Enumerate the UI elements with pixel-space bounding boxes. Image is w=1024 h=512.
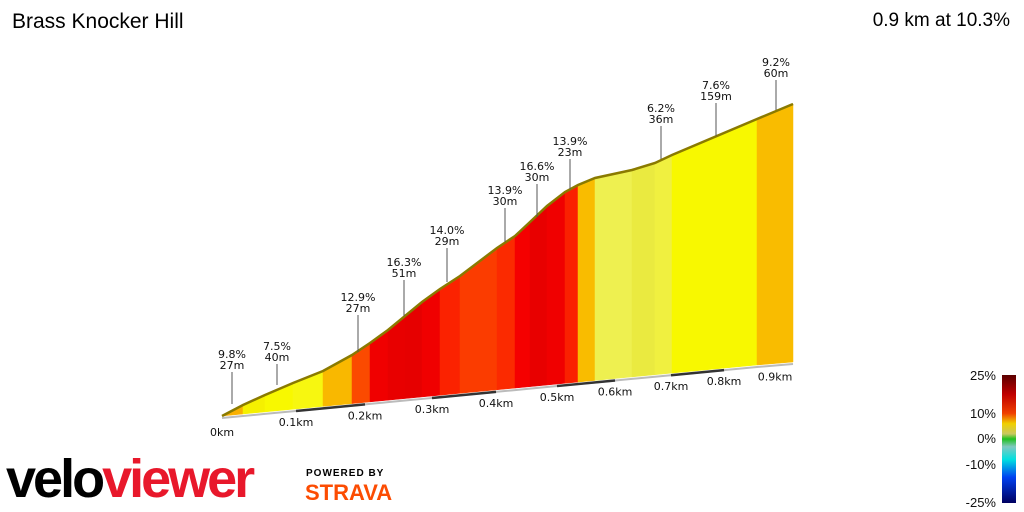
- x-tick-label: 0.2km: [348, 409, 383, 422]
- annotation-length: 36m: [649, 113, 674, 126]
- axis-band: [670, 368, 725, 377]
- annotation-length: 27m: [346, 302, 371, 315]
- x-tick-label: 0.8km: [707, 375, 742, 388]
- x-tick-label: 0.1km: [279, 416, 314, 429]
- annotation-grade: 6.2%: [647, 102, 675, 115]
- profile-segment: [654, 154, 673, 375]
- profile-segment: [439, 275, 461, 396]
- annotation-grade: 16.3%: [387, 256, 422, 269]
- legend-label: 10%: [970, 406, 996, 421]
- x-tick-label: 0.6km: [598, 386, 633, 399]
- profile-segment: [756, 103, 794, 366]
- profile-segment: [404, 301, 423, 399]
- annotation-grade: 7.6%: [702, 79, 730, 92]
- x-tick-label: 0km: [210, 426, 234, 439]
- profile-top-edge: [221, 102, 794, 418]
- annotation-length: 27m: [220, 359, 245, 372]
- powered-by-label: POWERED BY: [306, 468, 385, 479]
- profile-segment: [264, 382, 294, 413]
- annotation-grade: 9.8%: [218, 348, 246, 361]
- x-tick-label: 0.5km: [540, 391, 575, 404]
- x-tick-label: 0.3km: [415, 403, 450, 416]
- annotation-length: 23m: [558, 146, 583, 159]
- legend-label: -10%: [966, 457, 997, 472]
- annotation-grade: 14.0%: [430, 224, 465, 237]
- logo-viewer: viewer: [102, 449, 255, 509]
- legend-label: 0%: [977, 431, 996, 446]
- legend-label: -25%: [966, 495, 997, 510]
- annotation-length: 30m: [525, 171, 550, 184]
- profile-segment: [529, 205, 548, 387]
- strava-logo: STRAVA: [305, 480, 393, 505]
- annotation-length: 51m: [392, 267, 417, 280]
- veloviewer-logo: veloviewer: [6, 449, 255, 509]
- climb-summary: 0.9 km at 10.3%: [872, 10, 1010, 31]
- grade-legend-bar: [1002, 375, 1016, 503]
- annotation-grade: 7.5%: [263, 340, 291, 353]
- axis-band: [295, 403, 366, 413]
- x-tick-label: 0.9km: [758, 371, 793, 384]
- profile-segment: [577, 177, 596, 383]
- profile-segment: [546, 191, 566, 386]
- axis-band: [556, 379, 616, 388]
- axis-band: [431, 390, 497, 400]
- profile-segment: [496, 235, 516, 391]
- annotation-length: 40m: [265, 351, 290, 364]
- annotation-grade: 13.9%: [488, 184, 523, 197]
- annotation-grade: 16.6%: [520, 160, 555, 173]
- annotation-length: 29m: [435, 235, 460, 248]
- x-tick-label: 0.4km: [479, 397, 514, 410]
- profile-segment: [671, 118, 758, 374]
- annotation-length: 159m: [700, 90, 732, 103]
- legend-label: 25%: [970, 368, 996, 383]
- annotation-grade: 12.9%: [341, 291, 376, 304]
- logo-velo: velo: [6, 449, 105, 509]
- profile-segment: [421, 288, 441, 398]
- annotation-grade: 13.9%: [553, 135, 588, 148]
- annotation-length: 60m: [764, 67, 789, 80]
- page-title: Brass Knocker Hill: [12, 10, 184, 33]
- annotation-length: 30m: [493, 195, 518, 208]
- x-tick-label: 0.7km: [654, 380, 689, 393]
- profile-segment: [459, 247, 498, 394]
- profile-segment: [564, 184, 579, 384]
- profile-segment: [594, 169, 633, 381]
- annotation-grade: 9.2%: [762, 56, 790, 69]
- profile-segment: [514, 221, 531, 389]
- profile-segment: [631, 162, 656, 378]
